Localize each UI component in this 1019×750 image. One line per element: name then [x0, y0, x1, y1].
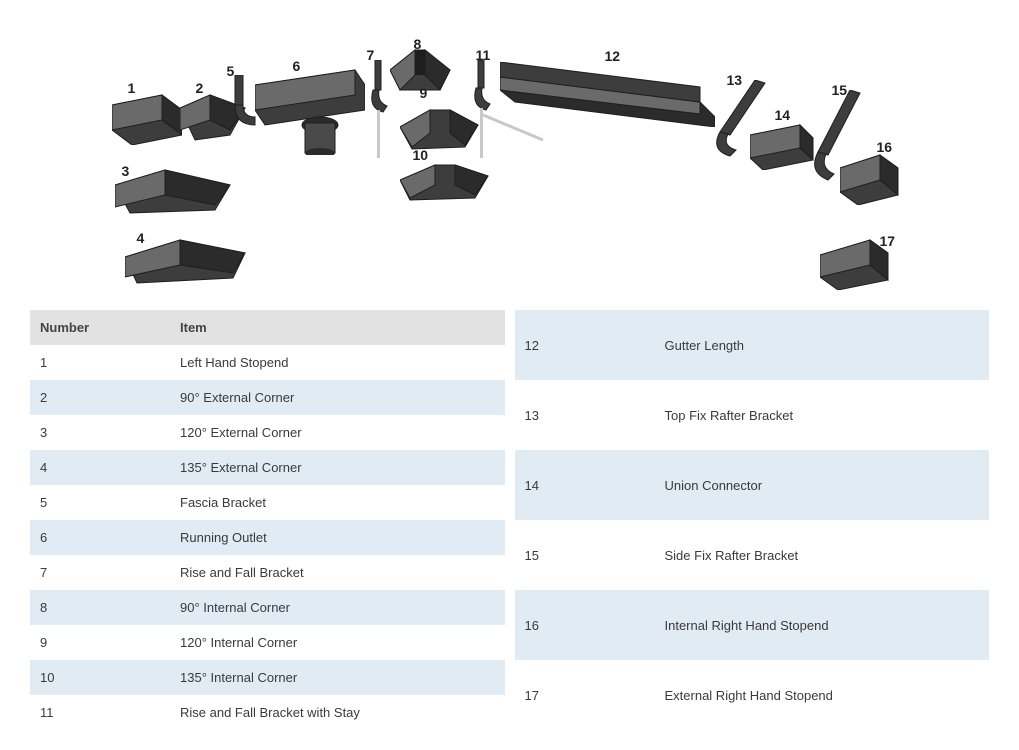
callout-1: 1 — [128, 80, 136, 96]
cell-item: Union Connector — [655, 450, 990, 520]
callout-10: 10 — [413, 147, 429, 163]
cell-item: 135° External Corner — [170, 450, 505, 485]
table-row: 15Side Fix Rafter Bracket — [515, 520, 990, 590]
cell-number: 17 — [515, 660, 655, 730]
callout-4: 4 — [137, 230, 145, 246]
table-row: 890° Internal Corner — [30, 590, 505, 625]
cell-number: 13 — [515, 380, 655, 450]
cell-item: 120° External Corner — [170, 415, 505, 450]
cell-item: Rise and Fall Bracket — [170, 555, 505, 590]
callout-15: 15 — [832, 82, 848, 98]
callout-11: 11 — [476, 47, 491, 63]
cell-item: Gutter Length — [655, 310, 990, 380]
cell-number: 8 — [30, 590, 170, 625]
table-row: 10135° Internal Corner — [30, 660, 505, 695]
callout-13: 13 — [727, 72, 743, 88]
table-row: 1Left Hand Stopend — [30, 345, 505, 380]
table-row: 9120° Internal Corner — [30, 625, 505, 660]
cell-number: 16 — [515, 590, 655, 660]
table-row: 3120° External Corner — [30, 415, 505, 450]
cell-item: 90° External Corner — [170, 380, 505, 415]
table-row: 7Rise and Fall Bracket — [30, 555, 505, 590]
cell-number: 3 — [30, 415, 170, 450]
cell-number: 14 — [515, 450, 655, 520]
cell-item: Running Outlet — [170, 520, 505, 555]
part-10 — [400, 160, 490, 205]
table-row: 4135° External Corner — [30, 450, 505, 485]
cell-item: Left Hand Stopend — [170, 345, 505, 380]
callout-2: 2 — [196, 80, 204, 96]
cell-number: 11 — [30, 695, 170, 730]
exploded-diagram: 1234567891011121314151617 — [30, 20, 990, 300]
cell-item: Fascia Bracket — [170, 485, 505, 520]
part-1 — [112, 90, 182, 145]
parts-tables: Number Item 1Left Hand Stopend290° Exter… — [20, 310, 999, 730]
table-row: 6Running Outlet — [30, 520, 505, 555]
cell-item: 90° Internal Corner — [170, 590, 505, 625]
table-row: 11Rise and Fall Bracket with Stay — [30, 695, 505, 730]
cell-number: 15 — [515, 520, 655, 590]
cell-item: 135° Internal Corner — [170, 660, 505, 695]
cell-number: 1 — [30, 345, 170, 380]
callout-7: 7 — [367, 47, 375, 63]
table-row: 14Union Connector — [515, 450, 990, 520]
cell-number: 4 — [30, 450, 170, 485]
cell-item: Top Fix Rafter Bracket — [655, 380, 990, 450]
callout-17: 17 — [880, 233, 896, 249]
parts-table-right: 12Gutter Length13Top Fix Rafter Bracket1… — [515, 310, 990, 730]
callout-16: 16 — [877, 139, 893, 155]
table-row: 17External Right Hand Stopend — [515, 660, 990, 730]
part-14 — [750, 120, 815, 170]
callout-5: 5 — [227, 63, 235, 79]
cell-number: 2 — [30, 380, 170, 415]
callout-3: 3 — [122, 163, 130, 179]
callout-12: 12 — [605, 48, 621, 64]
part-12 — [500, 62, 715, 127]
callout-8: 8 — [414, 36, 422, 52]
cell-number: 10 — [30, 660, 170, 695]
table-row: 13Top Fix Rafter Bracket — [515, 380, 990, 450]
cell-number: 5 — [30, 485, 170, 520]
table-row: 290° External Corner — [30, 380, 505, 415]
cell-item: Internal Right Hand Stopend — [655, 590, 990, 660]
callout-6: 6 — [293, 58, 301, 74]
parts-table-left: Number Item 1Left Hand Stopend290° Exter… — [30, 310, 505, 730]
col-item: Item — [170, 310, 505, 345]
table-row: 12Gutter Length — [515, 310, 990, 380]
cell-item: Side Fix Rafter Bracket — [655, 520, 990, 590]
part-6 — [255, 65, 365, 155]
cell-item: 120° Internal Corner — [170, 625, 505, 660]
cell-item: External Right Hand Stopend — [655, 660, 990, 730]
callout-9: 9 — [420, 85, 428, 101]
cell-number: 6 — [30, 520, 170, 555]
cell-item: Rise and Fall Bracket with Stay — [170, 695, 505, 730]
cell-number: 9 — [30, 625, 170, 660]
col-number: Number — [30, 310, 170, 345]
callout-14: 14 — [775, 107, 791, 123]
table-row: 16Internal Right Hand Stopend — [515, 590, 990, 660]
table-row: 5Fascia Bracket — [30, 485, 505, 520]
part-3 — [115, 165, 235, 220]
cell-number: 12 — [515, 310, 655, 380]
cell-number: 7 — [30, 555, 170, 590]
part-16 — [840, 150, 900, 205]
